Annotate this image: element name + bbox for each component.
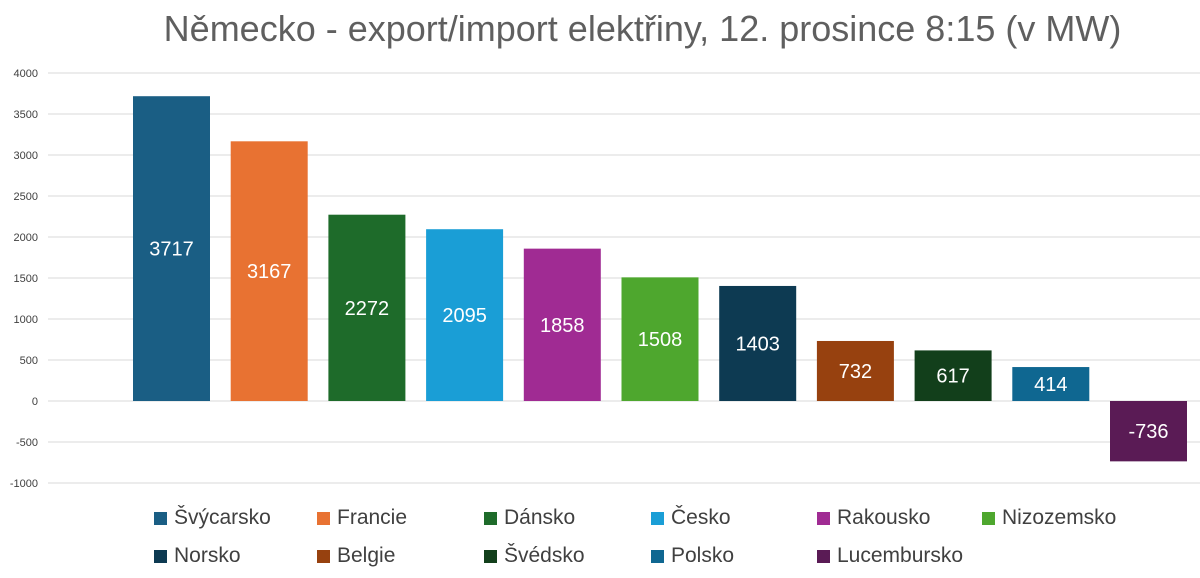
data-label: 414 <box>1034 374 1067 396</box>
legend-item: Švýcarsko <box>154 506 271 530</box>
y-tick-label: 500 <box>20 355 38 367</box>
y-tick-label: 4000 <box>14 68 38 80</box>
legend-label: Švédsko <box>504 544 585 567</box>
data-label: 3717 <box>149 239 194 261</box>
data-label: 1858 <box>540 315 585 337</box>
y-tick-label: -500 <box>16 437 38 449</box>
legend-label: Norsko <box>174 544 241 567</box>
legend-swatch <box>817 549 830 563</box>
y-tick-label: 2500 <box>14 191 38 203</box>
bar <box>523 248 601 401</box>
legend-label: Švýcarsko <box>174 506 271 529</box>
bar <box>1110 401 1187 462</box>
legend-label: Česko <box>671 506 731 529</box>
y-tick-label: 3500 <box>14 109 38 121</box>
data-label: 2095 <box>442 305 487 327</box>
y-tick-label: -1000 <box>10 478 38 490</box>
legend-label: Polsko <box>671 544 735 567</box>
data-label: -736 <box>1128 421 1168 443</box>
legend-label: Belgie <box>337 544 396 567</box>
legend-swatch <box>317 549 330 563</box>
data-label: 1508 <box>638 329 683 351</box>
bar <box>426 229 504 401</box>
legend-item: Lucembursko <box>817 544 963 568</box>
legend-item: Dánsko <box>484 506 575 530</box>
legend-label: Francie <box>337 506 408 529</box>
data-label: 1403 <box>735 333 780 355</box>
legend-item: Belgie <box>317 544 395 568</box>
bar <box>621 277 699 401</box>
y-tick-label: 3000 <box>14 150 38 162</box>
legend-swatch <box>817 511 830 525</box>
bar <box>816 340 894 401</box>
legend-swatch <box>154 549 167 563</box>
data-label: 732 <box>839 361 872 383</box>
chart-title: Německo - export/import elektřiny, 12. p… <box>163 8 1122 49</box>
y-tick-label: 0 <box>32 396 38 408</box>
data-label: 617 <box>936 366 969 388</box>
legend-swatch <box>484 549 497 563</box>
legend-label: Nizozemsko <box>1002 506 1117 529</box>
bar <box>133 96 210 402</box>
bar <box>719 285 797 401</box>
legend-label: Lucembursko <box>837 544 964 567</box>
legend-swatch <box>484 511 497 525</box>
legend-swatch <box>317 511 330 525</box>
legend-item: Česko <box>651 506 731 530</box>
y-tick-label: 1000 <box>14 314 38 326</box>
legend-swatch <box>982 511 995 525</box>
legend-item: Francie <box>317 506 407 530</box>
legend-swatch <box>651 549 664 563</box>
legend-label: Dánsko <box>504 506 576 529</box>
legend-item: Nizozemsko <box>982 506 1116 530</box>
bar <box>230 141 308 401</box>
bar <box>1012 367 1090 401</box>
y-tick-label: 2000 <box>14 232 38 244</box>
legend-swatch <box>651 511 664 525</box>
legend-item: Norsko <box>154 544 241 568</box>
bar <box>328 214 406 401</box>
legend-item: Švédsko <box>484 544 585 568</box>
y-tick-label: 1500 <box>14 273 38 285</box>
legend-item: Polsko <box>651 544 734 568</box>
legend-item: Rakousko <box>817 506 930 530</box>
legend-label: Rakousko <box>837 506 931 529</box>
bar <box>914 350 992 401</box>
data-label: 2272 <box>345 298 390 320</box>
data-label: 3167 <box>247 261 292 283</box>
legend-swatch <box>154 511 167 525</box>
